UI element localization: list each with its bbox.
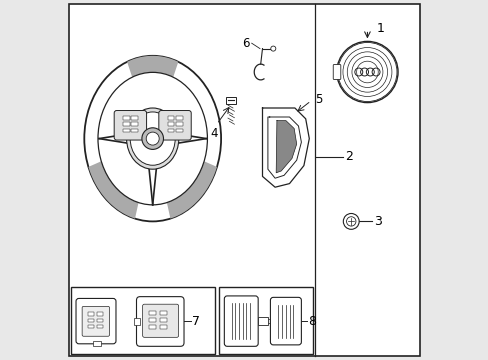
FancyBboxPatch shape — [114, 111, 146, 140]
Bar — [160, 311, 167, 315]
Ellipse shape — [84, 56, 221, 221]
Bar — [149, 325, 156, 329]
FancyBboxPatch shape — [270, 297, 301, 345]
Bar — [93, 341, 101, 346]
Text: 3: 3 — [373, 215, 381, 228]
Circle shape — [336, 41, 397, 103]
Text: 1: 1 — [376, 22, 384, 35]
Bar — [226, 97, 235, 104]
Ellipse shape — [130, 112, 175, 165]
Bar — [131, 122, 138, 126]
Bar — [131, 129, 138, 132]
Text: 7: 7 — [192, 315, 200, 328]
Bar — [97, 325, 103, 328]
Bar — [160, 325, 167, 329]
Circle shape — [146, 132, 159, 145]
Bar — [167, 116, 174, 120]
FancyBboxPatch shape — [332, 64, 340, 80]
Text: 2: 2 — [345, 150, 352, 163]
Circle shape — [270, 46, 275, 51]
Bar — [167, 122, 174, 126]
Ellipse shape — [98, 72, 207, 205]
FancyBboxPatch shape — [142, 304, 178, 337]
Text: 8: 8 — [308, 315, 316, 328]
Bar — [123, 122, 129, 126]
Polygon shape — [88, 161, 138, 219]
Bar — [97, 312, 103, 316]
Bar — [123, 129, 129, 132]
Bar — [176, 116, 182, 120]
Bar — [70, 287, 214, 354]
Text: 6: 6 — [242, 37, 249, 50]
FancyBboxPatch shape — [224, 296, 258, 346]
Text: 5: 5 — [314, 93, 322, 106]
Polygon shape — [276, 121, 296, 173]
Polygon shape — [166, 161, 217, 219]
Text: 4: 4 — [210, 127, 217, 140]
Ellipse shape — [126, 108, 179, 169]
Bar — [149, 318, 156, 322]
FancyBboxPatch shape — [76, 298, 116, 344]
Bar — [268, 319, 272, 323]
Bar — [88, 319, 94, 322]
Bar — [123, 116, 129, 120]
Bar — [176, 122, 182, 126]
Bar — [88, 312, 94, 316]
Circle shape — [343, 213, 358, 229]
Bar — [97, 319, 103, 322]
FancyBboxPatch shape — [136, 297, 183, 346]
FancyBboxPatch shape — [82, 306, 109, 336]
Polygon shape — [127, 56, 178, 77]
Bar — [131, 116, 138, 120]
Circle shape — [142, 128, 163, 149]
Bar — [160, 318, 167, 322]
Bar — [149, 311, 156, 315]
Bar — [133, 318, 140, 325]
Bar — [219, 287, 312, 354]
Bar — [176, 129, 182, 132]
Bar — [258, 317, 268, 325]
Bar — [88, 325, 94, 328]
FancyBboxPatch shape — [159, 111, 191, 140]
Bar — [167, 129, 174, 132]
